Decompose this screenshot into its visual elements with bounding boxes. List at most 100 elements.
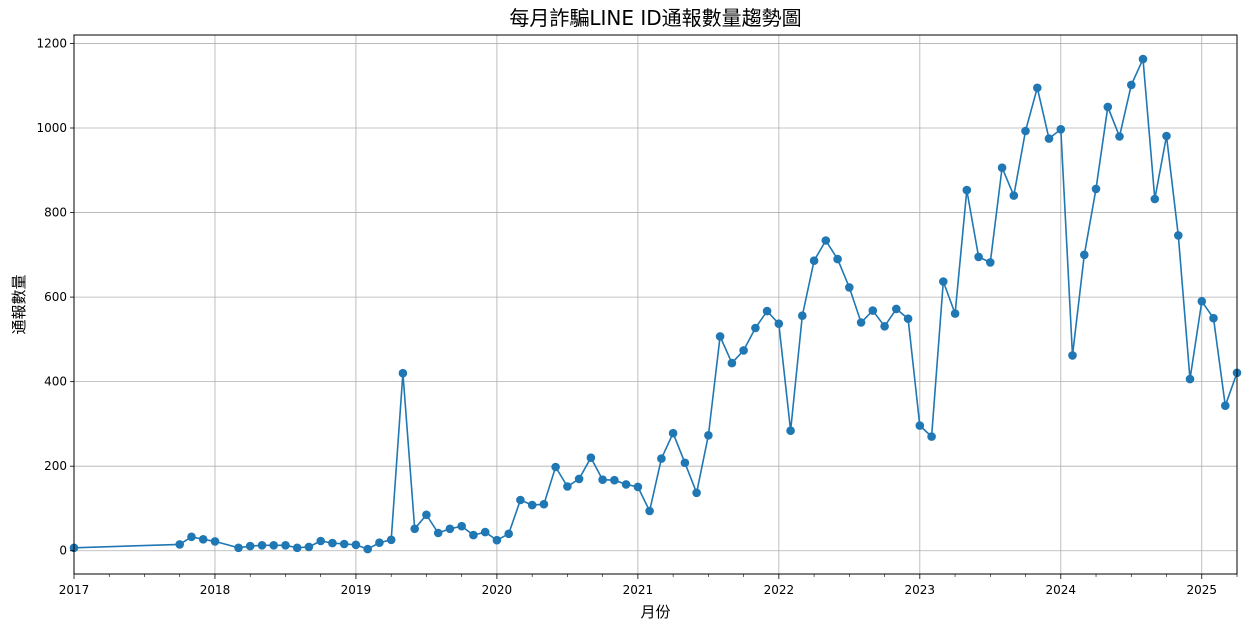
data-point	[809, 256, 819, 266]
data-point	[457, 521, 467, 531]
x-tick-label: 2018	[200, 583, 231, 597]
data-point	[422, 510, 431, 520]
data-point	[375, 538, 384, 547]
data-point	[1033, 83, 1042, 93]
data-point	[1209, 313, 1218, 323]
data-point	[704, 431, 713, 440]
data-point	[351, 540, 361, 550]
data-point	[480, 527, 490, 537]
data-point	[328, 538, 337, 548]
data-point	[175, 540, 184, 549]
data-point	[539, 499, 549, 509]
data-point	[386, 535, 396, 545]
y-axis-title: 通報數量	[10, 274, 28, 334]
data-point	[1162, 131, 1171, 141]
data-point	[751, 323, 760, 333]
data-point	[292, 543, 302, 553]
data-point	[880, 322, 889, 331]
data-point	[633, 482, 643, 492]
y-tick-label: 400	[44, 375, 67, 389]
data-point	[469, 530, 478, 540]
data-point	[492, 535, 502, 545]
x-tick-label: 2020	[482, 583, 513, 597]
data-point	[856, 318, 866, 327]
data-point	[234, 543, 243, 553]
data-point	[1221, 401, 1230, 411]
data-point	[257, 541, 267, 550]
data-point	[868, 306, 878, 315]
data-point	[1127, 80, 1136, 90]
grid-lines	[73, 35, 1237, 574]
data-point	[786, 426, 795, 436]
data-point	[1080, 250, 1089, 260]
data-point	[1044, 134, 1054, 143]
data-point	[1115, 132, 1124, 141]
data-point	[645, 506, 654, 516]
x-tick-label: 2023	[905, 583, 936, 597]
data-point	[187, 532, 196, 542]
data-point	[621, 480, 631, 489]
data-point	[821, 236, 831, 245]
data-point	[281, 541, 290, 550]
data-point	[833, 254, 842, 264]
data-point	[915, 421, 925, 430]
data-point	[1185, 374, 1195, 384]
data-point	[433, 528, 443, 538]
data-point	[739, 346, 748, 355]
data-point	[304, 542, 314, 552]
data-point	[339, 539, 349, 549]
data-point	[1068, 351, 1077, 360]
data-point	[1056, 125, 1066, 134]
data-point	[727, 358, 737, 368]
data-point	[1197, 297, 1207, 306]
data-point	[668, 428, 678, 438]
data-point	[610, 475, 619, 485]
x-tick-label: 2024	[1046, 583, 1077, 597]
data-point	[1103, 102, 1113, 112]
data-series	[69, 54, 1242, 554]
data-point	[950, 309, 960, 318]
data-point	[962, 185, 972, 195]
data-point	[516, 495, 525, 505]
chart-title: 每月詐騙LINE ID通報數量趨勢圖	[509, 6, 801, 30]
data-point	[774, 319, 784, 329]
data-point	[363, 544, 373, 554]
data-point	[1021, 126, 1030, 136]
data-point	[680, 458, 690, 468]
data-point	[504, 529, 513, 539]
data-point	[527, 500, 537, 510]
data-point	[974, 252, 983, 262]
y-tick-label: 0	[59, 544, 67, 558]
x-axis-title: 月份	[640, 603, 670, 621]
plot-frame	[73, 34, 1238, 575]
data-point	[892, 304, 901, 314]
data-point	[563, 482, 572, 491]
data-point	[715, 332, 725, 341]
data-point	[1174, 231, 1183, 240]
data-point	[657, 454, 666, 463]
data-point	[410, 524, 420, 534]
data-point	[903, 314, 913, 324]
y-tick-label: 800	[44, 206, 67, 220]
data-point	[927, 432, 936, 441]
data-point	[692, 488, 701, 498]
data-point	[316, 536, 326, 546]
data-point	[1009, 191, 1019, 200]
data-point	[245, 541, 255, 551]
data-point	[445, 524, 455, 534]
data-point	[398, 368, 408, 378]
data-point	[762, 306, 772, 316]
y-tick-label: 1000	[36, 121, 67, 135]
axis-ticks: 0 200 400 600 800 1000 1200 2017 2018 2019 2020 202…	[36, 36, 1238, 597]
data-point	[586, 453, 596, 463]
data-point	[939, 277, 948, 286]
data-point	[269, 541, 279, 550]
y-tick-label: 600	[44, 290, 67, 304]
data-point	[198, 535, 208, 544]
x-tick-label: 2019	[341, 583, 372, 597]
data-point	[210, 537, 220, 546]
x-tick-label: 2025	[1186, 583, 1217, 597]
data-point	[574, 474, 584, 484]
